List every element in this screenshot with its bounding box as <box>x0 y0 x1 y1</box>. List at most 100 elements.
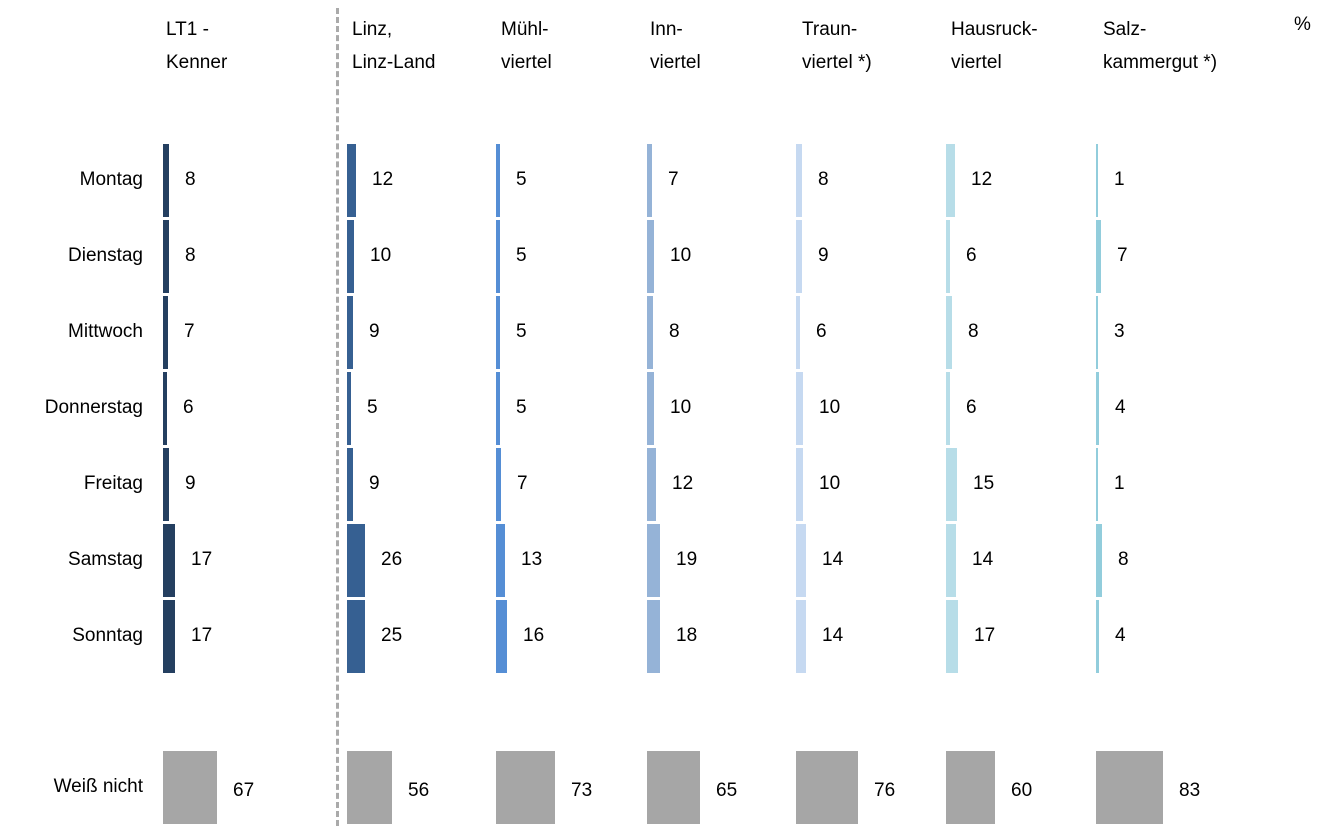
col-1-value: 8 <box>185 245 196 266</box>
col-3-value: 13 <box>521 549 543 570</box>
col-3-value: 7 <box>517 473 528 494</box>
row-label-dienstag: Dienstag <box>68 245 143 266</box>
col-5-header: Traun-viertel *) <box>802 13 872 79</box>
col-6-value: 17 <box>974 625 996 646</box>
col-4-header: Inn-viertel <box>650 13 701 79</box>
row-label-freitag: Freitag <box>83 473 143 494</box>
col-2-value: 5 <box>367 397 378 418</box>
col-2-bar <box>347 144 356 217</box>
col-1-bar <box>163 144 169 217</box>
col-5-value: 14 <box>822 625 844 646</box>
col-3-value: 16 <box>523 625 545 646</box>
col-3-bar <box>496 220 500 293</box>
col-7-header: Salz-kammergut *) <box>1103 13 1217 79</box>
col-6-bar <box>946 144 955 217</box>
col-1-bar <box>163 448 169 521</box>
col-7-value: 8 <box>1118 549 1129 570</box>
col-6-value: 14 <box>972 549 994 570</box>
col-7-header-line: kammergut *) <box>1103 52 1218 73</box>
col-1-value: 17 <box>191 549 213 570</box>
col-1-value: 6 <box>183 397 194 418</box>
col-2-dontknow-bar <box>347 751 392 824</box>
col-5-bar <box>796 524 806 597</box>
col-4-bar <box>647 144 652 217</box>
col-1-bar <box>163 372 167 445</box>
col-7-bar <box>1096 600 1099 673</box>
col-5-value: 9 <box>818 245 829 266</box>
col-6-value: 8 <box>968 321 979 342</box>
col-3-header: Mühl-viertel <box>501 13 552 79</box>
col-7-dontknow-value: 83 <box>1179 780 1201 801</box>
col-7-dontknow-bar <box>1096 751 1163 824</box>
col-6-bar <box>946 524 956 597</box>
col-1-bar <box>163 296 168 369</box>
col-6-value: 12 <box>971 169 993 190</box>
col-4-dontknow-bar <box>647 751 700 824</box>
col-7-value: 4 <box>1115 625 1126 646</box>
col-1-header: LT1 - Kenner <box>166 13 227 79</box>
col-2-bar <box>347 524 365 597</box>
row-label-mittwoch: Mittwoch <box>68 321 143 342</box>
col-2-value: 12 <box>372 169 394 190</box>
unit-label: % <box>1294 14 1311 35</box>
col-3-bar <box>496 524 505 597</box>
col-5-value: 10 <box>819 397 841 418</box>
col-1-bar <box>163 220 169 293</box>
col-3-dontknow-value: 73 <box>571 780 593 801</box>
col-6-header-line: viertel <box>951 52 1002 73</box>
col-2-bar <box>347 372 351 445</box>
col-5-bar <box>796 600 806 673</box>
col-2-value: 26 <box>381 549 403 570</box>
col-5-header-line: Traun- <box>802 19 858 40</box>
col-1-bar <box>163 524 175 597</box>
col-4-bar <box>647 296 653 369</box>
col-4-value: 8 <box>669 321 680 342</box>
col-5-dontknow-bar <box>796 751 858 824</box>
col-3-bar <box>496 296 500 369</box>
col-3-value: 5 <box>516 397 527 418</box>
col-6-bar <box>946 296 952 369</box>
col-5-header-line: viertel *) <box>802 52 872 73</box>
row-label-sonntag: Sonntag <box>72 625 143 646</box>
col-6-dontknow-bar <box>946 751 995 824</box>
col-2-header-line: Linz, <box>352 19 393 40</box>
col-4-bar <box>647 448 656 521</box>
col-1-value: 17 <box>191 625 213 646</box>
col-7-bar <box>1096 372 1099 445</box>
col-5-bar <box>796 372 803 445</box>
row-label-weiss-nicht: Weiß nicht <box>53 776 143 797</box>
col-4-dontknow-value: 65 <box>716 780 738 801</box>
col-7-value: 1 <box>1114 169 1125 190</box>
col-7-value: 3 <box>1114 321 1125 342</box>
dashed-divider <box>336 8 339 826</box>
col-7-bar <box>1096 524 1102 597</box>
col-6-bar <box>946 220 950 293</box>
col-4-bar <box>647 600 660 673</box>
col-5-value: 14 <box>822 549 844 570</box>
col-7-header-line: Salz- <box>1103 19 1147 40</box>
col-1-bar <box>163 600 175 673</box>
col-3-bar <box>496 448 501 521</box>
col-5-bar <box>796 296 800 369</box>
col-5-bar <box>796 144 802 217</box>
col-4-value: 10 <box>670 245 692 266</box>
col-1-value: 7 <box>184 321 195 342</box>
col-2-bar <box>347 600 365 673</box>
col-3-value: 5 <box>516 169 527 190</box>
col-5-value: 10 <box>819 473 841 494</box>
col-5-bar <box>796 220 802 293</box>
col-6-value: 15 <box>973 473 995 494</box>
col-7-bar <box>1096 144 1098 217</box>
col-7-value: 7 <box>1117 245 1128 266</box>
row-label-montag: Montag <box>79 169 143 190</box>
col-6-bar <box>946 372 950 445</box>
col-5-value: 8 <box>818 169 829 190</box>
col-6-dontknow-value: 60 <box>1011 780 1033 801</box>
col-6-value: 6 <box>966 245 977 266</box>
col-3-value: 5 <box>516 245 527 266</box>
col-1-header-line: Kenner <box>166 52 228 73</box>
col-7-value: 1 <box>1114 473 1125 494</box>
col-7-bar <box>1096 220 1101 293</box>
col-2-value: 25 <box>381 625 403 646</box>
